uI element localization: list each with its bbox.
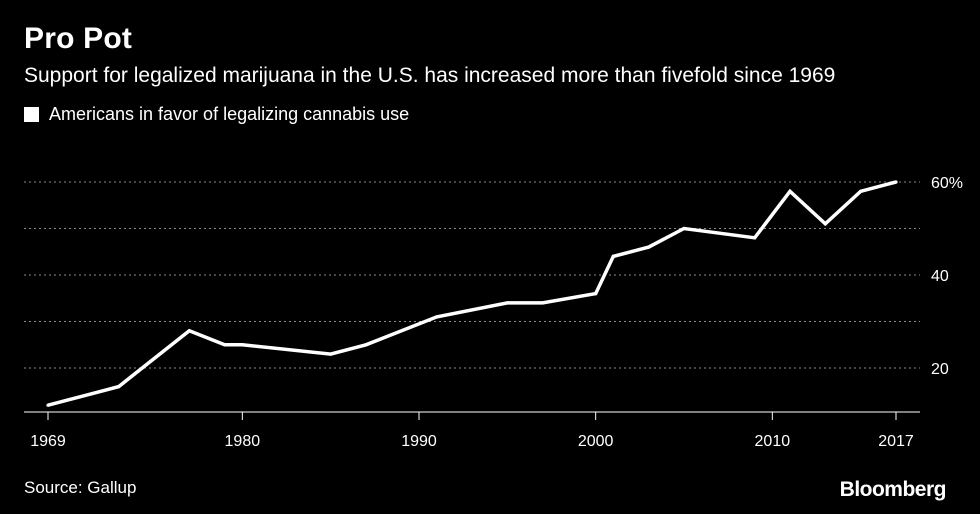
x-tick-label: 2017 <box>878 433 914 450</box>
chart-subtitle: Support for legalized marijuana in the U… <box>24 64 836 87</box>
data-point <box>823 222 827 226</box>
chart-title: Pro Pot <box>24 22 133 55</box>
tick-labels: 1969 1980 1990 2000 2010 2017 20 40 60% <box>30 175 963 450</box>
data-point <box>223 343 227 347</box>
bloomberg-logo: Bloomberg <box>839 478 947 501</box>
x-tick-label: 1980 <box>225 433 261 450</box>
data-point <box>329 352 333 356</box>
data-point <box>187 329 191 333</box>
data-point <box>753 236 757 240</box>
data-point <box>647 245 651 249</box>
y-tick-label: 20 <box>931 361 949 378</box>
data-point <box>594 292 598 296</box>
x-tick-label: 2010 <box>755 433 791 450</box>
data-point <box>859 189 863 193</box>
legend-swatch <box>24 107 39 122</box>
data-point <box>99 389 103 393</box>
legend-label: Americans in favor of legalizing cannabi… <box>49 104 410 124</box>
data-point <box>682 226 686 231</box>
series-layer <box>46 180 898 407</box>
data-point <box>435 315 439 319</box>
data-point <box>46 403 50 407</box>
x-tick-label: 1969 <box>30 433 66 450</box>
y-tick-label: 40 <box>931 268 949 285</box>
data-point <box>240 343 244 347</box>
data-point <box>611 254 615 258</box>
source-note: Source: Gallup <box>24 478 137 497</box>
data-point <box>894 180 898 184</box>
grid-layer <box>24 181 920 369</box>
x-tick-label: 2000 <box>578 433 614 450</box>
data-point <box>788 189 792 193</box>
data-point <box>364 343 368 347</box>
data-point <box>505 301 509 305</box>
y-tick-label: 60% <box>931 175 963 192</box>
data-point <box>541 301 545 305</box>
series-line <box>47 180 897 407</box>
x-axis <box>24 411 920 420</box>
legend: Americans in favor of legalizing cannabi… <box>24 104 409 125</box>
data-point <box>117 385 121 389</box>
x-tick-label: 1990 <box>401 433 437 450</box>
